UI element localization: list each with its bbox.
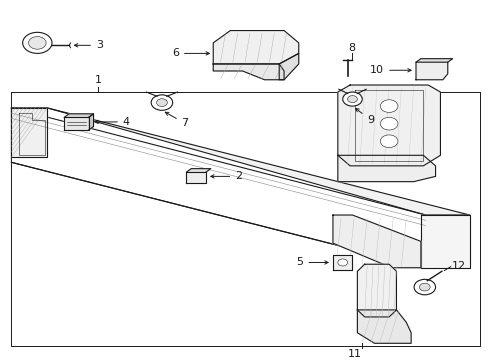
Polygon shape (357, 264, 396, 317)
Text: 4: 4 (95, 117, 130, 127)
Circle shape (347, 95, 357, 103)
Polygon shape (213, 31, 299, 64)
Polygon shape (64, 117, 89, 130)
Text: 7: 7 (165, 112, 189, 129)
Polygon shape (416, 59, 453, 62)
Text: 12: 12 (452, 261, 466, 271)
Text: 6: 6 (172, 48, 209, 58)
Text: 3: 3 (74, 40, 103, 50)
Polygon shape (186, 172, 206, 183)
Text: 5: 5 (296, 257, 328, 267)
Text: 2: 2 (211, 171, 243, 181)
Polygon shape (333, 255, 352, 270)
Circle shape (338, 259, 347, 266)
Circle shape (380, 117, 398, 130)
Circle shape (343, 92, 362, 106)
Circle shape (419, 283, 430, 291)
Polygon shape (338, 155, 436, 182)
Circle shape (28, 36, 46, 49)
Polygon shape (213, 64, 284, 80)
Polygon shape (279, 53, 299, 80)
Circle shape (414, 279, 436, 295)
Polygon shape (64, 114, 94, 117)
Circle shape (151, 95, 172, 110)
Polygon shape (11, 108, 470, 215)
Text: 11: 11 (348, 348, 362, 359)
Polygon shape (89, 114, 94, 130)
Text: 10: 10 (370, 65, 411, 75)
Circle shape (380, 100, 398, 112)
Text: 9: 9 (356, 108, 374, 125)
Circle shape (157, 99, 167, 107)
Polygon shape (421, 215, 470, 268)
Text: 8: 8 (348, 43, 355, 53)
Circle shape (23, 32, 52, 53)
Polygon shape (338, 85, 441, 166)
Text: 1: 1 (95, 75, 102, 85)
Polygon shape (416, 62, 448, 80)
Polygon shape (186, 168, 211, 172)
Polygon shape (11, 108, 47, 157)
Polygon shape (11, 108, 470, 268)
Polygon shape (333, 215, 421, 268)
Polygon shape (357, 310, 411, 343)
Circle shape (380, 135, 398, 148)
